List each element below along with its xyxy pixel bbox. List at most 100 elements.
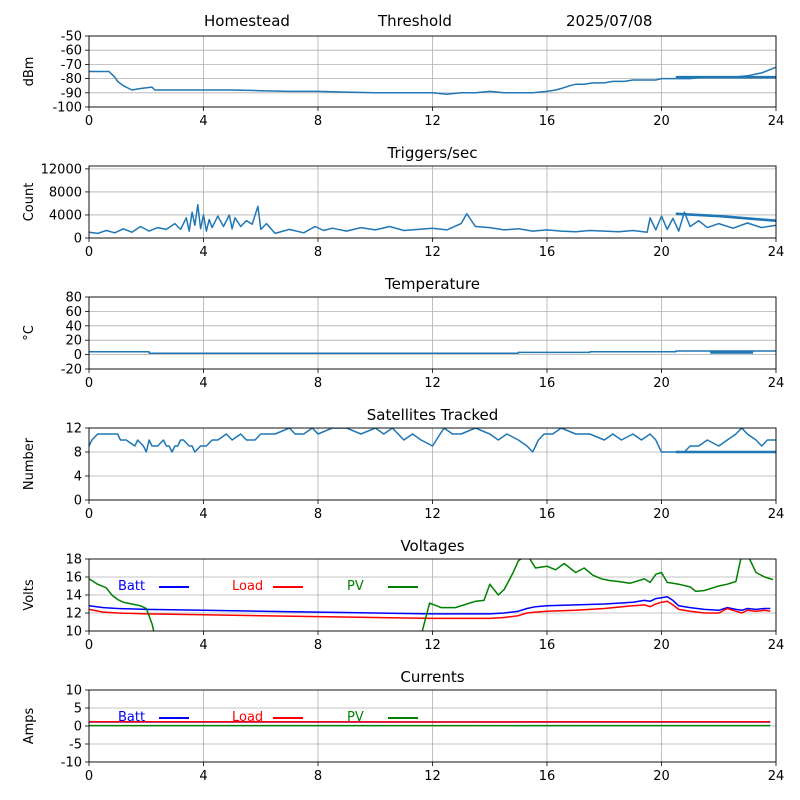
y-tick-label: -60 [61,44,82,59]
x-tick-label: 16 [539,638,556,653]
series-line-triggers-0 [89,203,776,235]
legend-label-load: Load [232,579,263,594]
series-group [89,203,776,235]
x-tick-label: 4 [199,245,207,260]
x-tick-label: 24 [768,507,785,522]
y-tick-label: 20 [65,334,82,349]
y-tick-label: 0 [74,348,82,363]
x-tick-label: 4 [199,114,207,129]
series-line-pv [89,559,774,631]
x-tick-label: 8 [314,376,322,391]
y-tick-label: 80 [65,291,82,306]
y-tick-label: 60 [65,305,82,320]
series-line-triggers-1 [675,212,776,222]
series-group [89,350,776,354]
x-tick-label: 12 [424,376,441,391]
chart-title: Triggers/sec [387,144,478,162]
legend-label-batt: Batt [118,710,145,725]
chart-currents: 0 4 8 12 16 20 24 -10 -5 0 5 10 Currents Amps Batt Load… [22,668,784,784]
y-tick-label: 0 [74,494,82,509]
header-date: 2025/07/08 [566,12,653,30]
y-axis-label: °C [22,325,37,341]
series-group [89,66,776,95]
y-tick-label: 0 [74,232,82,247]
x-tick-label: 0 [85,769,93,784]
y-tick-label: 0 [74,720,82,735]
x-tick-label: 20 [653,507,670,522]
y-axis-label: Number [22,437,37,490]
y-tick-label: -50 [61,30,82,45]
x-tick-label: 4 [199,507,207,522]
x-tick-label: 20 [653,245,670,260]
x-tick-label: 16 [539,507,556,522]
chart-title: Currents [400,668,464,686]
legend-label-pv: PV [347,579,364,594]
legend-label-pv: PV [347,710,364,725]
series-line-temperature-0 [89,350,776,354]
x-tick-label: 24 [768,114,785,129]
legend-label-batt: Batt [118,579,145,594]
x-tick-label: 20 [653,376,670,391]
y-tick-label: 14 [65,589,82,604]
x-tick-label: 16 [539,114,556,129]
legend-label-load: Load [232,710,263,725]
y-axis-label: Volts [22,579,37,611]
y-tick-label: 8000 [49,185,82,200]
y-tick-label: -10 [61,756,82,771]
x-tick-label: 24 [768,245,785,260]
x-tick-label: 16 [539,245,556,260]
x-tick-label: 24 [768,638,785,653]
chart-title: Temperature [384,275,480,293]
y-tick-label: 4000 [49,208,82,223]
series-line-signal-0 [89,66,776,95]
y-tick-label: 12000 [41,162,82,177]
series-group [89,428,776,454]
chart-title: Voltages [400,537,464,555]
y-tick-label: -70 [61,58,82,73]
x-tick-label: 0 [85,638,93,653]
y-tick-label: 18 [65,553,82,568]
y-tick-label: -5 [69,738,82,753]
x-tick-label: 12 [424,245,441,260]
y-tick-label: -20 [61,363,82,378]
y-axis-label: Count [22,183,37,222]
x-tick-label: 4 [199,638,207,653]
chart-triggers: 0 4 8 12 16 20 24 0 4000 8000 12000 Triggers/sec Cou… [22,144,784,260]
x-tick-label: 12 [424,114,441,129]
series-group [89,559,774,631]
x-tick-label: 12 [424,769,441,784]
y-tick-label: -100 [52,101,82,116]
series-line-batt [89,596,771,615]
series-line-load [89,600,771,620]
chart-title: Satellites Tracked [367,406,498,424]
y-tick-label: 8 [74,446,82,461]
x-tick-label: 4 [199,376,207,391]
x-tick-label: 8 [314,638,322,653]
y-tick-label: 12 [65,422,82,437]
header-mode: Threshold [378,12,452,30]
x-tick-label: 12 [424,507,441,522]
x-tick-label: 0 [85,376,93,391]
x-tick-label: 12 [424,638,441,653]
y-tick-label: 16 [65,571,82,586]
x-tick-label: 8 [314,245,322,260]
y-tick-label: -80 [61,72,82,87]
x-tick-label: 24 [768,376,785,391]
chart-satellites: 0 4 8 12 16 20 24 0 4 8 12 Satellites Tracked Number [22,406,784,522]
header-station: Homestead [204,12,290,30]
series-group [89,720,771,727]
x-tick-label: 24 [768,769,785,784]
y-tick-label: 10 [65,684,82,699]
x-tick-label: 8 [314,769,322,784]
y-tick-label: 12 [65,607,82,622]
x-tick-label: 8 [314,114,322,129]
chart-voltages: 0 4 8 12 16 20 24 10 12 14 16 18 Voltages Volts Batt Lo… [22,537,784,653]
x-tick-label: 8 [314,507,322,522]
y-tick-label: -90 [61,86,82,101]
x-tick-label: 0 [85,114,93,129]
y-axis-label: Amps [22,707,37,744]
y-tick-label: 5 [74,702,82,717]
y-tick-label: 40 [65,319,82,334]
